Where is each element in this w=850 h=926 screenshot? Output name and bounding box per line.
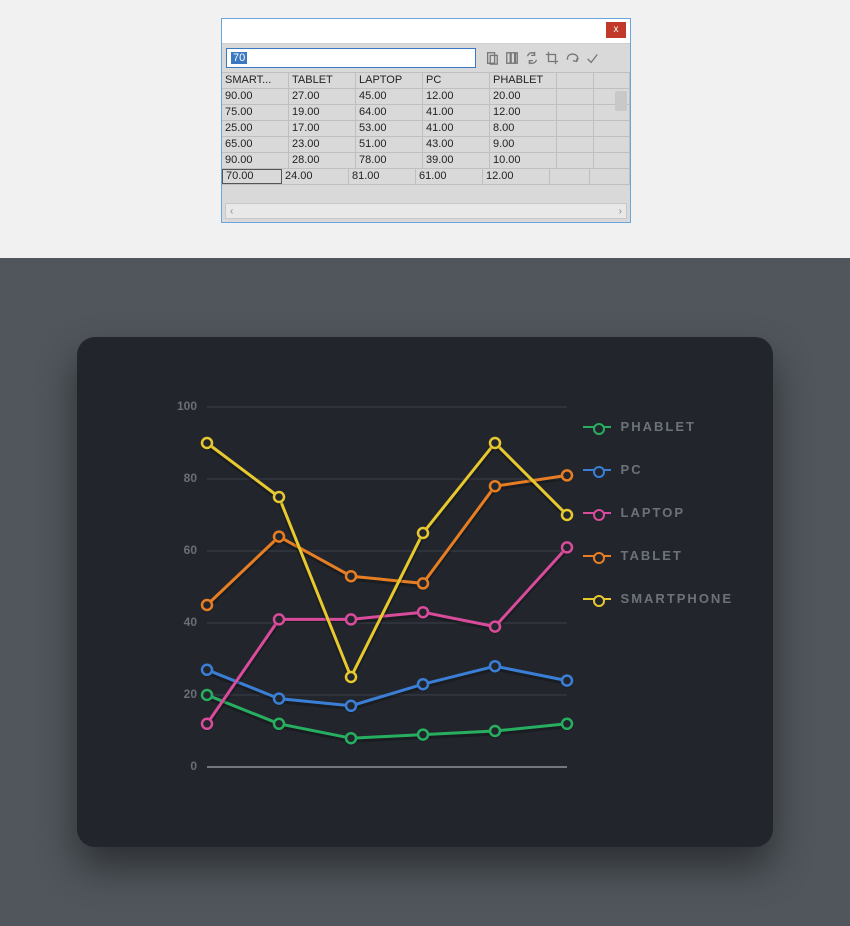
- empty-cell[interactable]: [557, 137, 594, 152]
- table-cell[interactable]: 64.00: [356, 105, 423, 120]
- table-cell[interactable]: 61.00: [416, 169, 483, 184]
- table-cell[interactable]: 78.00: [356, 153, 423, 168]
- table-cell[interactable]: 51.00: [356, 137, 423, 152]
- empty-cell[interactable]: [550, 169, 590, 184]
- legend-item[interactable]: PHABLET: [583, 419, 733, 434]
- table-cell[interactable]: 90.00: [222, 153, 289, 168]
- legend-label: PHABLET: [621, 419, 696, 434]
- chart-panel-area: 0 20 40 60 80 100 PHABLET PC LAPTOP TABLET SMARTP…: [0, 258, 850, 926]
- chart-card: 0 20 40 60 80 100 PHABLET PC LAPTOP TABLET SMARTP…: [77, 337, 773, 847]
- table-cell[interactable]: 41.00: [423, 105, 490, 120]
- table-row[interactable]: 25.0017.0053.0041.008.00: [222, 121, 630, 137]
- data-editor-window: x 70 SMART...TABLETLAPTOPPCPHABLET90.002…: [221, 18, 631, 223]
- table-cell[interactable]: 12.00: [423, 89, 490, 104]
- table-cell[interactable]: 10.00: [490, 153, 557, 168]
- table-cell[interactable]: 43.00: [423, 137, 490, 152]
- paste-icon[interactable]: [483, 49, 501, 67]
- table-cell[interactable]: 45.00: [356, 89, 423, 104]
- columns-icon[interactable]: [503, 49, 521, 67]
- editor-toolbar: 70: [222, 44, 630, 72]
- table-cell[interactable]: 12.00: [483, 169, 550, 184]
- legend-label: LAPTOP: [621, 505, 686, 520]
- empty-cell[interactable]: [557, 73, 594, 88]
- table-cell[interactable]: 41.00: [423, 121, 490, 136]
- table-cell[interactable]: 27.00: [289, 89, 356, 104]
- window-titlebar: x: [222, 19, 630, 44]
- table-cell[interactable]: 23.00: [289, 137, 356, 152]
- table-cell[interactable]: 19.00: [289, 105, 356, 120]
- table-cell[interactable]: 24.00: [282, 169, 349, 184]
- empty-cell[interactable]: [557, 121, 594, 136]
- empty-cell[interactable]: [557, 105, 594, 120]
- horizontal-scrollbar[interactable]: ‹›: [225, 203, 627, 219]
- y-tick-label: 80: [167, 471, 197, 485]
- table-cell[interactable]: 25.00: [222, 121, 289, 136]
- cell-value-input[interactable]: 70: [226, 48, 476, 68]
- table-cell[interactable]: 81.00: [349, 169, 416, 184]
- toolbar-icons: [483, 49, 601, 67]
- accept-icon[interactable]: [583, 49, 601, 67]
- column-header[interactable]: SMART...: [222, 73, 289, 88]
- table-row[interactable]: 75.0019.0064.0041.0012.00: [222, 105, 630, 121]
- y-tick-label: 20: [167, 687, 197, 701]
- data-grid[interactable]: SMART...TABLETLAPTOPPCPHABLET90.0027.004…: [222, 72, 630, 185]
- legend-label: PC: [621, 462, 643, 477]
- table-cell[interactable]: 53.00: [356, 121, 423, 136]
- legend-swatch: [583, 421, 611, 433]
- legend-item[interactable]: TABLET: [583, 548, 733, 563]
- empty-cell[interactable]: [557, 153, 594, 168]
- legend-item[interactable]: PC: [583, 462, 733, 477]
- table-cell[interactable]: 90.00: [222, 89, 289, 104]
- undo-icon[interactable]: [563, 49, 581, 67]
- legend-swatch: [583, 507, 611, 519]
- crop-icon[interactable]: [543, 49, 561, 67]
- legend-item[interactable]: LAPTOP: [583, 505, 733, 520]
- close-button[interactable]: x: [606, 22, 626, 38]
- table-row[interactable]: 70.0024.0081.0061.0012.00: [222, 169, 630, 185]
- chart-legend: PHABLET PC LAPTOP TABLET SMARTPHONE: [583, 419, 733, 606]
- table-cell[interactable]: 20.00: [490, 89, 557, 104]
- table-cell[interactable]: 28.00: [289, 153, 356, 168]
- legend-label: SMARTPHONE: [621, 591, 733, 606]
- y-tick-label: 40: [167, 615, 197, 629]
- column-header[interactable]: PHABLET: [490, 73, 557, 88]
- table-row[interactable]: 90.0028.0078.0039.0010.00: [222, 153, 630, 169]
- legend-swatch: [583, 464, 611, 476]
- empty-cell[interactable]: [557, 89, 594, 104]
- table-cell[interactable]: 9.00: [490, 137, 557, 152]
- table-cell[interactable]: 39.00: [423, 153, 490, 168]
- table-row[interactable]: 90.0027.0045.0012.0020.00: [222, 89, 630, 105]
- editor-panel-area: x 70 SMART...TABLETLAPTOPPCPHABLET90.002…: [0, 0, 850, 258]
- column-header[interactable]: LAPTOP: [356, 73, 423, 88]
- legend-item[interactable]: SMARTPHONE: [583, 591, 733, 606]
- table-header-row[interactable]: SMART...TABLETLAPTOPPCPHABLET: [222, 73, 630, 89]
- table-cell[interactable]: 8.00: [490, 121, 557, 136]
- table-cell[interactable]: 65.00: [222, 137, 289, 152]
- table-cell[interactable]: 70.00: [222, 169, 282, 184]
- column-header[interactable]: TABLET: [289, 73, 356, 88]
- column-header[interactable]: PC: [423, 73, 490, 88]
- legend-swatch: [583, 550, 611, 562]
- legend-swatch: [583, 593, 611, 605]
- y-tick-label: 60: [167, 543, 197, 557]
- vertical-scrollbar[interactable]: [615, 91, 627, 201]
- table-row[interactable]: 65.0023.0051.0043.009.00: [222, 137, 630, 153]
- transpose-icon[interactable]: [523, 49, 541, 67]
- table-cell[interactable]: 17.00: [289, 121, 356, 136]
- table-cell[interactable]: 75.00: [222, 105, 289, 120]
- table-cell[interactable]: 12.00: [490, 105, 557, 120]
- empty-cell[interactable]: [594, 73, 631, 88]
- y-tick-label: 0: [167, 759, 197, 773]
- legend-label: TABLET: [621, 548, 683, 563]
- y-tick-label: 100: [167, 399, 197, 413]
